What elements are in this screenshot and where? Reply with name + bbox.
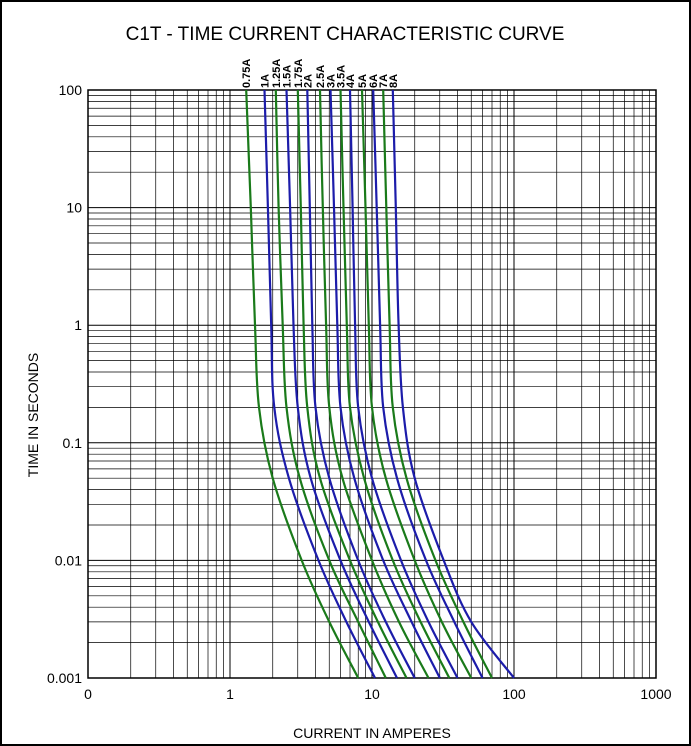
- x-tick-label: 1: [226, 686, 234, 702]
- curve-3.5A: [339, 89, 451, 679]
- y-axis-title: TIME IN SECONDS: [25, 353, 41, 477]
- curve-1.5A: [285, 89, 398, 679]
- y-tick-label: 10: [66, 200, 82, 216]
- plot-area-border: [87, 89, 657, 679]
- y-tick-label: 1: [74, 317, 82, 333]
- curve-label-1.25A: 1.25A: [271, 59, 283, 88]
- curve-0.75A: [245, 89, 360, 679]
- curve-label-1.75A: 1.75A: [293, 59, 305, 88]
- x-tick-label: 1000: [640, 686, 671, 702]
- curve-label-3A: 3A: [326, 74, 338, 88]
- curve-label-8A: 8A: [388, 74, 400, 88]
- y-tick-label: 0.01: [55, 552, 82, 568]
- curve-8A: [391, 89, 515, 679]
- curve-4A: [348, 89, 459, 679]
- curve-1A: [263, 89, 376, 679]
- curve-2.5A: [318, 89, 430, 679]
- curve-1.25A: [274, 89, 387, 679]
- curve-label-1.5A: 1.5A: [282, 65, 294, 88]
- y-tick-label: 100: [59, 82, 83, 98]
- x-tick-label: 100: [502, 686, 526, 702]
- curve-2A: [306, 89, 416, 679]
- x-tick-label: 10: [364, 686, 380, 702]
- curve-3A: [329, 89, 441, 679]
- y-tick-label: 0.1: [63, 435, 83, 451]
- x-tick-label: 0: [84, 686, 92, 702]
- curve-label-6A: 6A: [368, 74, 380, 88]
- curve-7A: [382, 89, 493, 679]
- curve-label-3.5A: 3.5A: [336, 65, 348, 88]
- curve-label-2.5A: 2.5A: [315, 65, 327, 88]
- x-axis-title: CURRENT IN AMPERES: [293, 725, 451, 741]
- curve-6A: [372, 89, 484, 679]
- curve-label-1A: 1A: [260, 74, 272, 88]
- curve-label-7A: 7A: [378, 74, 390, 88]
- curve-1.75A: [296, 89, 408, 679]
- curve-label-5A: 5A: [357, 74, 369, 88]
- grid: [87, 90, 656, 679]
- curves: [245, 89, 515, 679]
- curve-label-2A: 2A: [302, 74, 314, 88]
- curve-label-0.75A: 0.75A: [241, 59, 253, 88]
- y-tick-labels: 0.001 0.01 0.1 1 10 100: [47, 82, 82, 686]
- curve-5A: [360, 89, 473, 679]
- curve-label-4A: 4A: [345, 74, 357, 88]
- x-tick-labels: 0 1 10 100 1000: [84, 686, 672, 702]
- y-tick-label: 0.001: [47, 670, 82, 686]
- chart-title: C1T - TIME CURRENT CHARACTERISTIC CURVE: [126, 24, 565, 45]
